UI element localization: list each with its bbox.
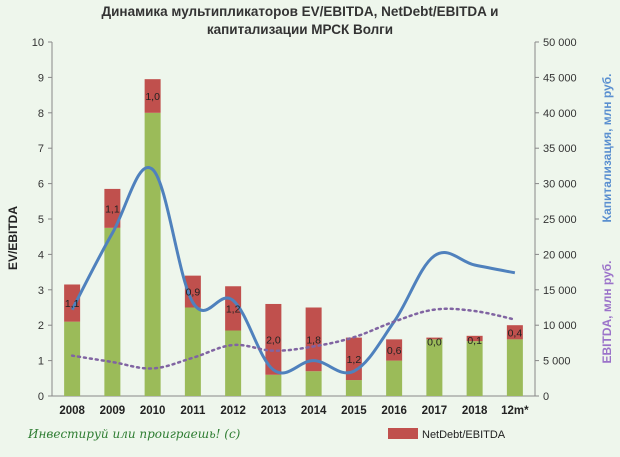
bar-ev-ebitda — [104, 227, 121, 396]
chart-title-line2: капитализации МРСК Волги — [207, 22, 393, 37]
left-tick-label: 10 — [32, 37, 44, 49]
netdebt-data-label: 1,2 — [226, 303, 241, 315]
capitalization-line — [70, 166, 516, 375]
bar-ev-ebitda — [466, 341, 483, 396]
bar-netdebt-ebitda — [506, 325, 523, 340]
legend: NetDebt/EBITDA — [388, 428, 506, 441]
left-tick-label: 5 — [38, 214, 44, 226]
bar-netdebt-ebitda — [144, 79, 161, 113]
x-tick-label: 2018 — [462, 405, 488, 417]
left-tick-label: 1 — [38, 356, 44, 368]
bar-ev-ebitda — [265, 374, 282, 396]
right-tick-label: 40 000 — [543, 108, 577, 120]
netdebt-data-label: 0,1 — [467, 335, 482, 347]
x-axis-ticks: 2008 2009 2010 2011 2012 2013 2014 2015 2016 2017… — [59, 405, 529, 417]
right-tick-label: 35 000 — [543, 143, 577, 155]
watermark: Инвестируй или проиграешь! (с) — [27, 427, 241, 441]
right-tick-label: 30 000 — [543, 179, 577, 191]
bar-ev-ebitda — [506, 339, 523, 396]
plot-area: 1,1 1,1 1,0 0,9 1,2 2,0 1,8 1,2 0,6 0,0 0,1 0,4 — [51, 42, 536, 397]
right-axis-ticks: 0 5 000 10 000 15 000 20 000 25 000 30 000 35 0… — [535, 37, 577, 403]
netdebt-data-label: 0,9 — [186, 287, 201, 299]
bar-netdebt-ebitda — [104, 188, 121, 228]
x-tick-label: 2014 — [301, 405, 327, 417]
netdebt-data-label: 0,6 — [387, 345, 402, 357]
left-tick-label: 8 — [38, 108, 44, 120]
bar-netdebt-ebitda — [265, 303, 282, 375]
x-tick-label: 2017 — [422, 405, 448, 417]
bar-ev-ebitda — [386, 360, 403, 396]
right-tick-label: 15 000 — [543, 285, 577, 297]
bar-ev-ebitda — [64, 321, 81, 396]
legend-label-netdebt: NetDebt/EBITDA — [422, 429, 506, 441]
left-tick-label: 4 — [38, 249, 44, 261]
right-tick-label: 50 000 — [543, 37, 577, 49]
netdebt-data-label: 1,8 — [306, 334, 321, 346]
netdebt-data-label: 1,1 — [65, 298, 80, 310]
x-tick-label: 2016 — [381, 405, 407, 417]
netdebt-data-label: 1,1 — [105, 203, 120, 215]
x-tick-label: 2009 — [100, 405, 126, 417]
ebitda-line — [70, 307, 517, 370]
right-axis-title-ebitda: EBITDA, млн руб. — [600, 260, 614, 363]
x-tick-label: 12m* — [501, 405, 529, 417]
bar-netdebt-ebitda — [64, 284, 81, 322]
netdebt-data-label: 0,4 — [508, 327, 523, 339]
x-tick-label: 2008 — [59, 405, 85, 417]
left-axis-title: EV/EBITDA — [6, 206, 20, 270]
left-axis-ticks: 0 1 2 3 4 5 6 7 8 9 10 — [32, 37, 52, 403]
bar-netdebt-ebitda — [305, 307, 322, 372]
left-tick-label: 3 — [38, 285, 44, 297]
right-tick-label: 20 000 — [543, 249, 577, 261]
x-tick-label: 2013 — [261, 405, 287, 417]
x-tick-label: 2011 — [180, 405, 206, 417]
bar-ev-ebitda — [144, 112, 161, 397]
x-tick-label: 2012 — [220, 405, 246, 417]
left-tick-label: 2 — [38, 320, 44, 332]
chart-title-line1: Динамика мультипликаторов EV/EBITDA, Net… — [102, 4, 499, 19]
x-tick-label: 2015 — [341, 405, 367, 417]
bar-netdebt-ebitda — [426, 337, 443, 340]
right-tick-label: 0 — [543, 391, 549, 403]
bar-ev-ebitda — [426, 339, 443, 396]
bar-netdebt-ebitda — [466, 335, 483, 342]
bar-ev-ebitda — [345, 380, 362, 396]
right-tick-label: 5 000 — [543, 356, 571, 368]
legend-swatch-netdebt — [388, 428, 418, 439]
bar-ev-ebitda — [305, 371, 322, 396]
right-tick-label: 10 000 — [543, 320, 577, 332]
right-tick-label: 45 000 — [543, 72, 577, 84]
left-tick-label: 7 — [38, 143, 44, 155]
left-tick-label: 9 — [38, 72, 44, 84]
left-tick-label: 0 — [38, 391, 44, 403]
bar-netdebt-ebitda — [184, 275, 201, 308]
bar-netdebt-ebitda — [386, 339, 403, 361]
right-axis-title-capitalization: Капитализация, млн руб. — [600, 74, 614, 223]
netdebt-data-label: 1,0 — [145, 91, 160, 103]
left-tick-label: 6 — [38, 179, 44, 191]
netdebt-data-label: 0,0 — [427, 337, 442, 349]
x-tick-label: 2010 — [140, 405, 166, 417]
bar-ev-ebitda — [225, 330, 242, 396]
netdebt-data-label: 1,2 — [347, 354, 362, 366]
bar-ev-ebitda — [184, 307, 201, 396]
right-tick-label: 25 000 — [543, 214, 577, 226]
netdebt-data-label: 2,0 — [266, 334, 281, 346]
